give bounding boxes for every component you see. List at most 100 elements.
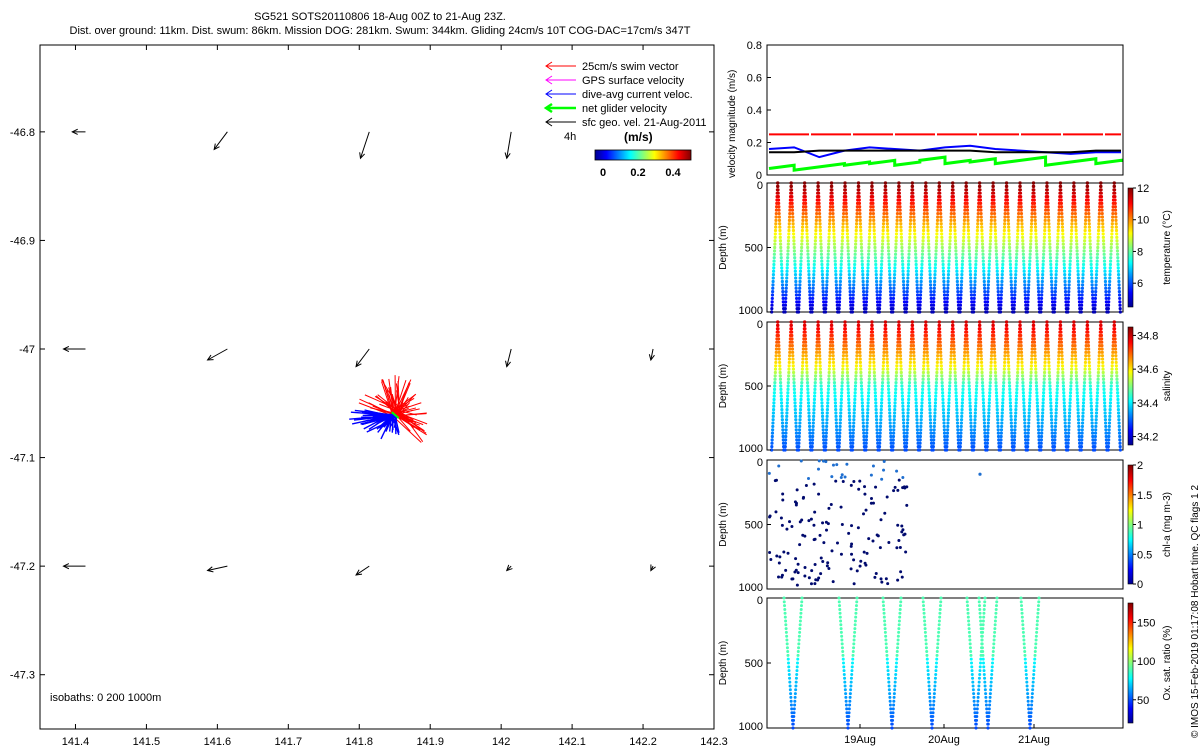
depth-point (875, 286, 879, 290)
depth-point (827, 377, 831, 381)
depth-point (899, 600, 903, 604)
depth-point (927, 256, 931, 260)
depth-point (1031, 676, 1035, 680)
depth-point (880, 391, 884, 395)
depth-point (849, 684, 853, 688)
geostrophic-vector (506, 348, 512, 367)
depth-point (1022, 262, 1026, 267)
depth-point (959, 290, 963, 294)
depth-point (833, 259, 837, 263)
depth-point (818, 357, 822, 361)
depth-point (852, 418, 856, 422)
depth-point (1035, 401, 1039, 405)
depth-point (936, 347, 940, 351)
depth-point (968, 262, 972, 267)
depth-point (885, 350, 889, 354)
depth-point (914, 252, 918, 256)
depth-point (1062, 249, 1066, 253)
depth-point (970, 669, 974, 673)
depth-point (842, 205, 846, 209)
depth-point (800, 242, 804, 246)
depth-point (970, 661, 973, 665)
depth-point (907, 245, 911, 250)
depth-point (977, 680, 981, 684)
depth-point (968, 634, 972, 638)
depth-point (1016, 222, 1020, 226)
depth-point (784, 286, 788, 290)
depth-point (1032, 184, 1036, 188)
depth-point (1023, 428, 1027, 432)
depth-point (874, 273, 878, 277)
depth-point (793, 394, 797, 398)
depth-point (797, 642, 801, 646)
depth-point (850, 665, 854, 669)
depth-point (967, 381, 971, 385)
depth-point (990, 350, 994, 354)
depth-point (938, 208, 943, 212)
depth-point (975, 225, 980, 229)
depth-point (982, 615, 986, 619)
depth-point (1021, 377, 1025, 381)
depth-point (791, 354, 795, 358)
depth-point (1034, 638, 1038, 642)
depth-point (983, 434, 987, 439)
depth-point (791, 232, 796, 236)
depth-point (935, 367, 939, 371)
depth-point (1026, 441, 1030, 445)
depth-point (882, 611, 886, 615)
depth-point (887, 676, 891, 680)
depth-point (979, 619, 983, 623)
depth-point (1102, 252, 1106, 256)
depth-point (1055, 394, 1059, 398)
depth-point (780, 407, 784, 412)
depth-point (784, 424, 788, 429)
swim-vector (399, 408, 420, 414)
depth-point (913, 377, 917, 381)
depth-point (933, 276, 937, 280)
depth-point (946, 290, 950, 294)
depth-point (899, 225, 903, 229)
depth-point (958, 307, 962, 311)
geostrophic-vector-head (355, 569, 363, 576)
depth-point (772, 401, 776, 405)
depth-point (1008, 394, 1012, 398)
depth-point (978, 604, 982, 608)
depth-point (1111, 347, 1115, 351)
depth-point (814, 367, 818, 371)
depth-point (820, 269, 824, 273)
depth-point (808, 431, 812, 435)
depth-point (1117, 283, 1121, 287)
depth-point (828, 350, 832, 354)
depth-point (1022, 646, 1026, 650)
depth-point (1004, 320, 1009, 324)
depth-point (1002, 370, 1006, 375)
depth-point (1095, 259, 1099, 263)
depth-point (886, 672, 890, 676)
depth-point (1074, 225, 1078, 229)
depth-point (1073, 208, 1077, 212)
depth-point (1103, 401, 1107, 405)
depth-point (1000, 279, 1004, 284)
depth-point (884, 333, 888, 338)
depth-point (1010, 431, 1014, 435)
depth-point (1048, 249, 1052, 253)
depth-point (980, 225, 984, 229)
depth-point (843, 684, 847, 688)
depth-point (942, 418, 946, 422)
depth-point (987, 276, 991, 280)
depth-point (1059, 337, 1063, 341)
depth-point (907, 242, 912, 246)
x-tick-label: 142.2 (629, 736, 657, 748)
depth-point (1069, 239, 1073, 243)
depth-point (995, 407, 999, 412)
depth-point (884, 330, 888, 334)
depth-point (1009, 414, 1013, 418)
depth-point (844, 333, 848, 338)
depth-point (819, 387, 823, 391)
depth-point (835, 431, 839, 435)
depth-point (807, 279, 811, 284)
depth-point (1033, 208, 1037, 212)
depth-point (932, 431, 936, 435)
depth-point (777, 205, 781, 209)
